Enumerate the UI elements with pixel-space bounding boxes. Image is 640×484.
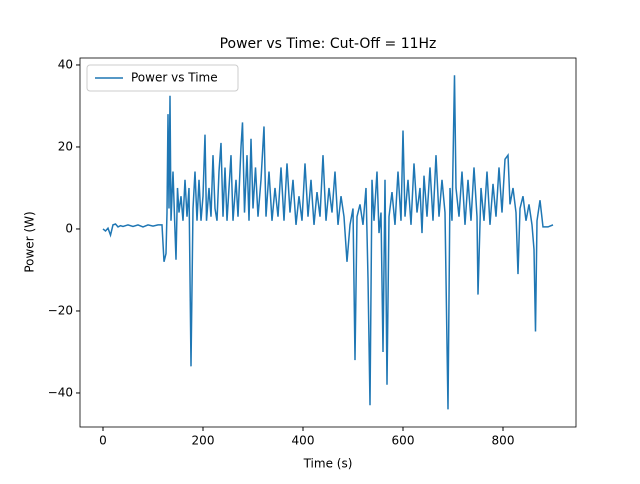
y-tick-label: 20 xyxy=(58,139,73,153)
chart-title: Power vs Time: Cut-Off = 11Hz xyxy=(220,36,437,52)
y-axis-label: Power (W) xyxy=(23,211,37,272)
legend-box xyxy=(86,64,239,92)
x-tick-label: 200 xyxy=(192,434,215,448)
x-tick-label: 0 xyxy=(99,434,107,448)
x-tick-label: 800 xyxy=(492,434,515,448)
y-tick-label: −20 xyxy=(48,303,73,317)
y-tick-label: 0 xyxy=(65,221,73,235)
x-tick-label: 600 xyxy=(392,434,415,448)
x-tick-label: 400 xyxy=(292,434,315,448)
x-axis-label: Time (s) xyxy=(303,457,353,471)
y-tick-label: 40 xyxy=(58,57,73,71)
y-tick-label: −40 xyxy=(48,385,73,399)
legend-label: Power vs Time xyxy=(131,71,218,85)
axes-frame xyxy=(79,57,577,428)
data-line xyxy=(102,75,554,410)
